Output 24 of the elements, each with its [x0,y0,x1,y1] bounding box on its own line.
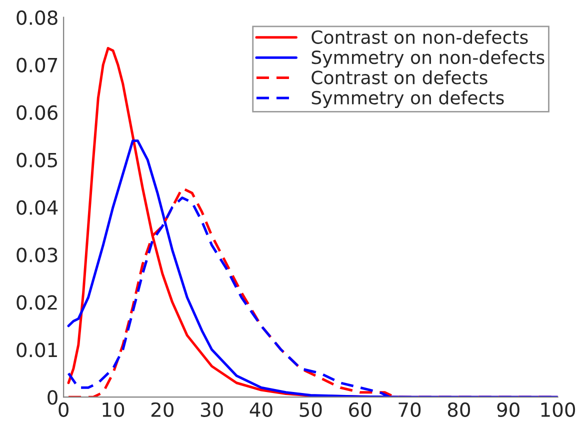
legend-label: Contrast on defects [312,70,488,84]
y-tick-label: 0.07 [16,58,58,72]
x-tick-label: 90 [497,402,520,418]
x-tick-label: 60 [349,402,372,418]
x-tick-label: 10 [102,402,124,418]
x-tick-label: 50 [300,402,322,418]
y-tick-label: 0.08 [16,10,58,26]
y-tick-label: 0.03 [16,248,58,262]
legend-label: Symmetry on non-defects [312,50,544,68]
y-tick-label: 0.01 [16,342,57,358]
y-tick-label: 0.05 [16,152,58,168]
x-tick-label: 0 [58,402,68,418]
x-tick-label: 100 [541,402,576,418]
x-tick-label: 80 [448,402,470,418]
y-tick-label: 0.02 [16,295,57,310]
x-tick-label: 70 [398,402,421,418]
y-tick-label: 0 [48,390,58,405]
y-tick-label: 0.06 [16,105,58,120]
x-tick-label: 30 [200,402,223,418]
y-tick-label: 0.04 [16,200,58,215]
legend-label: Symmetry on defects [312,90,504,108]
legend-label: Contrast on non-defects [312,30,528,44]
x-tick-label: 20 [151,402,174,418]
x-tick-label: 40 [250,402,272,418]
